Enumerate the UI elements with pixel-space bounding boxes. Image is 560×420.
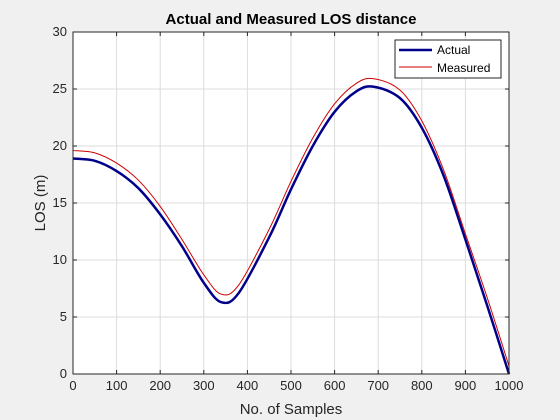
- x-tick-label: 300: [193, 378, 215, 393]
- chart-title: Actual and Measured LOS distance: [166, 11, 417, 28]
- series-line-measured: [72, 77, 510, 367]
- x-tick-label: 0: [69, 378, 76, 393]
- y-tick-label: 0: [60, 366, 67, 381]
- y-tick-label: 5: [60, 309, 67, 324]
- x-tick-label: 600: [324, 378, 346, 393]
- x-tick-label: 100: [106, 378, 128, 393]
- series-line-actual: [72, 85, 511, 375]
- legend-label-measured: Measured: [437, 61, 490, 75]
- ticks: [72, 31, 510, 375]
- y-axis-label: LOS (m): [32, 175, 49, 232]
- y-tick-label: 10: [53, 252, 67, 267]
- y-tick-label: 25: [53, 81, 67, 96]
- tick-labels: 0 100 200 300 400 500 600 700 800 900 1000 0 5 10 15 20…: [53, 24, 524, 393]
- x-tick-label: 500: [280, 378, 302, 393]
- legend-box: [394, 39, 502, 79]
- x-tick-label: 400: [237, 378, 259, 393]
- y-tick-label: 30: [53, 24, 67, 39]
- x-tick-label: 900: [455, 378, 477, 393]
- y-tick-label: 15: [53, 195, 67, 210]
- x-axis-label: No. of Samples: [240, 401, 343, 418]
- x-tick-label: 200: [149, 378, 171, 393]
- legend-label-actual: Actual: [437, 43, 470, 57]
- x-tick-label: 800: [411, 378, 433, 393]
- y-tick-label: 20: [53, 138, 67, 153]
- x-tick-label: 1000: [495, 378, 524, 393]
- legend: Actual Measured: [394, 39, 502, 79]
- series-layer: [72, 77, 511, 375]
- x-tick-label: 700: [367, 378, 389, 393]
